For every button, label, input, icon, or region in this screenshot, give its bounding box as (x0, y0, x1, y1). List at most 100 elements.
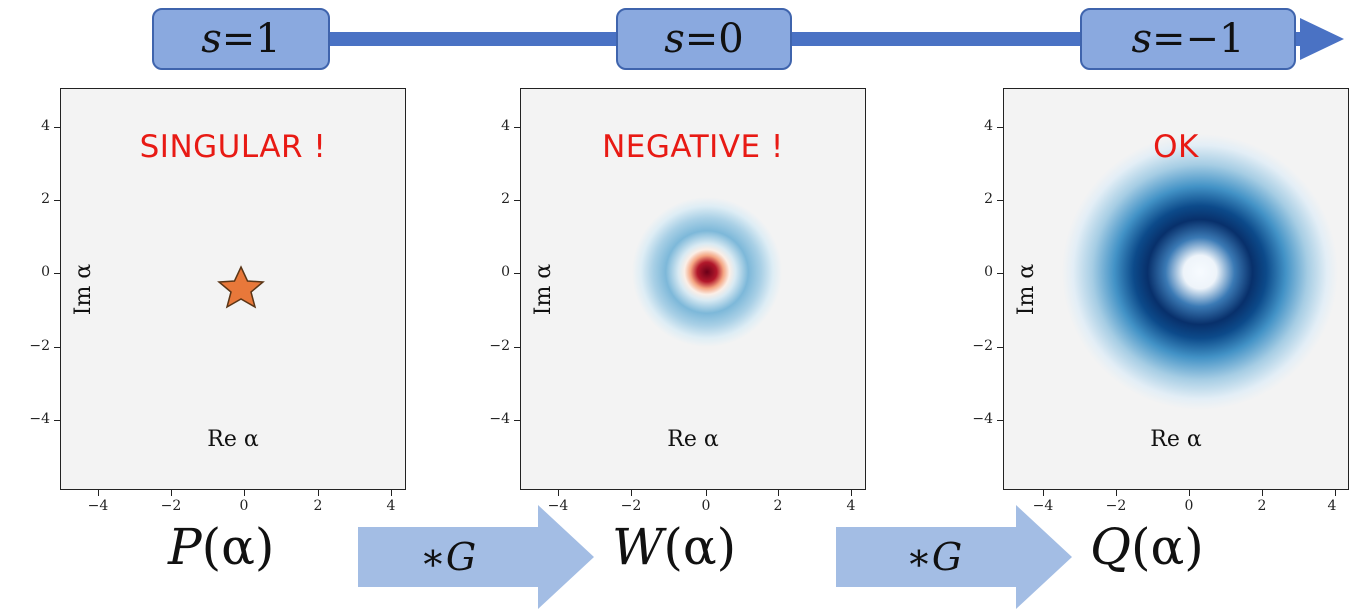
y-tick-mark (54, 127, 60, 128)
status-label: SINGULAR ! (139, 129, 327, 165)
y-axis-label: Im α (529, 239, 559, 339)
s-eq: = (684, 16, 719, 62)
x-tick-label: 4 (1327, 498, 1337, 514)
y-axis-label-text: Im α (1014, 263, 1040, 315)
y-tick-label: −2 (489, 338, 510, 354)
x-tick-label: 0 (1184, 498, 1194, 514)
s-eq: = (1152, 16, 1186, 62)
x-tick-label: −4 (1032, 498, 1054, 514)
y-axis-label-text: Im α (71, 263, 97, 315)
x-tick-mark (391, 490, 392, 496)
x-tick-label: 2 (773, 498, 783, 514)
y-tick-label: 2 (984, 191, 993, 207)
convolution-label: ∗G (420, 535, 477, 579)
x-tick-label: −4 (87, 498, 109, 514)
x-axis-label: Re α (1150, 427, 1202, 452)
y-tick-mark (514, 347, 520, 348)
y-tick-mark (997, 273, 1003, 274)
y-tick-label: 0 (501, 264, 510, 280)
convolution-label: ∗G (906, 535, 963, 579)
s-label-1: s = 1 (152, 8, 330, 70)
x-tick-mark (318, 490, 319, 496)
x-tick-mark (1335, 490, 1336, 496)
function-name: Q (1090, 518, 1131, 576)
y-tick-label: −4 (972, 411, 993, 427)
s-parameter-axis (300, 32, 1310, 46)
y-tick-label: −2 (29, 338, 50, 354)
y-tick-label: 4 (41, 118, 50, 134)
s-var: s (664, 16, 685, 62)
y-tick-mark (514, 200, 520, 201)
y-tick-mark (514, 420, 520, 421)
s-value: −1 (1185, 16, 1245, 62)
y-tick-label: 2 (41, 191, 50, 207)
y-tick-mark (54, 273, 60, 274)
q-plot (1062, 134, 1338, 410)
x-tick-mark (1262, 490, 1263, 496)
status-label: OK (1153, 129, 1199, 165)
y-tick-mark (54, 420, 60, 421)
y-tick-label: 2 (501, 191, 510, 207)
x-tick-mark (631, 490, 632, 496)
x-tick-mark (706, 490, 707, 496)
y-tick-label: 4 (984, 118, 993, 134)
function-p: P(α) (168, 518, 274, 576)
x-tick-mark (1189, 490, 1190, 496)
s-label-0: s = 0 (616, 8, 792, 70)
panel-w-function: NEGATIVE ! Re α Im α (520, 88, 866, 490)
wigner-distribution (632, 197, 782, 347)
y-axis-label: Im α (69, 239, 99, 339)
x-tick-label: 4 (846, 498, 856, 514)
function-name: W (612, 518, 664, 576)
s-var: s (201, 16, 222, 62)
function-arg: (α) (201, 518, 275, 576)
s-value: 0 (718, 16, 744, 62)
x-tick-mark (98, 490, 99, 496)
x-tick-label: 2 (313, 498, 323, 514)
husimi-ring-distribution (1062, 134, 1338, 410)
function-name: P (168, 518, 202, 576)
x-tick-mark (171, 490, 172, 496)
y-tick-mark (514, 127, 520, 128)
y-tick-label: −4 (489, 411, 510, 427)
convolution-arrow-icon (358, 505, 594, 609)
y-axis-label-text: Im α (531, 263, 557, 315)
x-tick-label: 2 (1257, 498, 1267, 514)
y-axis-label: Im α (1012, 239, 1042, 339)
function-arg: (α) (1131, 518, 1204, 576)
function-w: W(α) (612, 518, 736, 576)
y-tick-label: −4 (29, 411, 50, 427)
y-tick-mark (997, 420, 1003, 421)
x-tick-label: 4 (386, 498, 396, 514)
x-tick-mark (244, 490, 245, 496)
w-plot (632, 197, 782, 347)
status-label: NEGATIVE ! (602, 129, 784, 165)
panel-q-function: OK Re α Im α (1003, 88, 1349, 490)
x-axis-label: Re α (207, 427, 259, 452)
y-tick-label: 4 (501, 118, 510, 134)
x-tick-mark (1043, 490, 1044, 496)
y-tick-mark (54, 347, 60, 348)
x-tick-label: −2 (620, 498, 642, 514)
function-arg: (α) (663, 518, 737, 576)
s-label-minus-1: s = −1 (1080, 8, 1296, 70)
x-tick-mark (558, 490, 559, 496)
y-tick-mark (997, 127, 1003, 128)
x-tick-label: 0 (701, 498, 711, 514)
s-var: s (1131, 16, 1153, 62)
panel-p-function: SINGULAR ! Re α Im α (60, 88, 406, 490)
y-tick-mark (514, 273, 520, 274)
y-tick-mark (997, 347, 1003, 348)
s-eq: = (221, 16, 256, 62)
point-star-icon (217, 265, 265, 309)
s-value: 1 (255, 16, 281, 62)
y-tick-label: 0 (984, 264, 993, 280)
x-tick-mark (1116, 490, 1117, 496)
function-q: Q(α) (1090, 518, 1204, 576)
convolution-arrow-icon (836, 505, 1072, 609)
arrow-head-icon (1300, 18, 1344, 60)
x-tick-label: 0 (239, 498, 249, 514)
y-tick-label: 0 (41, 264, 50, 280)
y-tick-label: −2 (972, 338, 993, 354)
